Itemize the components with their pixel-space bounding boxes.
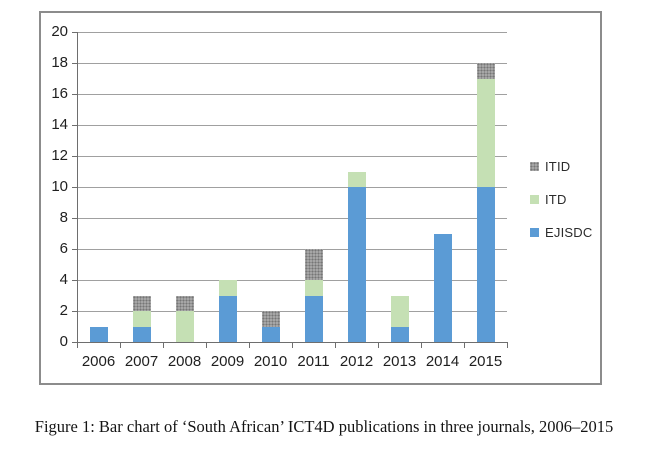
x-tick-0 xyxy=(77,342,78,348)
y-tick-label-14: 14 xyxy=(51,116,68,133)
x-tick-10 xyxy=(507,342,508,348)
gridline-4 xyxy=(77,280,507,281)
bar-segment-itd-2008 xyxy=(176,311,194,342)
y-tick-label-4: 4 xyxy=(59,271,68,288)
y-tick-label-0: 0 xyxy=(59,333,68,350)
legend-swatch-itid xyxy=(530,162,539,171)
y-tick-10 xyxy=(72,187,77,188)
y-tick-label-2: 2 xyxy=(59,302,68,319)
bar-segment-ejisdc-2014 xyxy=(434,234,452,342)
gridline-10 xyxy=(77,187,507,188)
legend-item-ejisdc: EJISDC xyxy=(530,225,593,240)
bar-segment-itd-2013 xyxy=(391,296,409,327)
y-tick-label-20: 20 xyxy=(51,23,68,40)
legend-swatch-ejisdc xyxy=(530,228,539,237)
bar-segment-itd-2007 xyxy=(133,311,151,327)
chart-frame: ITID ITD EJISDC 0 2 4 6 8 10 12 14 16 18 20 2006 200… xyxy=(39,11,602,385)
y-tick-4 xyxy=(72,280,77,281)
y-tick-label-12: 12 xyxy=(51,147,68,164)
legend-label-itid: ITID xyxy=(545,159,571,174)
gridline-14 xyxy=(77,125,507,126)
bar-segment-itd-2012 xyxy=(348,172,366,187)
bar-segment-ejisdc-2013 xyxy=(391,327,409,342)
gridline-20 xyxy=(77,32,507,33)
y-tick-6 xyxy=(72,249,77,250)
bar-segment-ejisdc-2009 xyxy=(219,296,237,342)
legend-item-itd: ITD xyxy=(530,192,592,207)
legend-label-ejisdc: EJISDC xyxy=(545,225,593,240)
bar-segment-itid-2011 xyxy=(305,249,323,280)
y-tick-label-10: 10 xyxy=(51,178,68,195)
y-tick-12 xyxy=(72,156,77,157)
legend-swatch-itd xyxy=(530,195,539,204)
x-tick-label-2006: 2006 xyxy=(81,353,116,370)
y-tick-0 xyxy=(72,342,77,343)
gridline-18 xyxy=(77,63,507,64)
x-tick-9 xyxy=(464,342,465,348)
x-tick-5 xyxy=(292,342,293,348)
x-tick-label-2015: 2015 xyxy=(468,353,503,370)
x-tick-label-2014: 2014 xyxy=(425,353,460,370)
y-tick-label-6: 6 xyxy=(59,240,68,257)
bar-segment-ejisdc-2011 xyxy=(305,296,323,342)
gridline-8 xyxy=(77,218,507,219)
bar-segment-itid-2007 xyxy=(133,296,151,311)
x-tick-4 xyxy=(249,342,250,348)
bar-segment-ejisdc-2007 xyxy=(133,327,151,342)
bar-segment-itd-2009 xyxy=(219,280,237,296)
bar-segment-ejisdc-2010 xyxy=(262,327,280,342)
legend-label-itd: ITD xyxy=(545,192,567,207)
gridline-2 xyxy=(77,311,507,312)
x-tick-label-2013: 2013 xyxy=(382,353,417,370)
y-tick-16 xyxy=(72,94,77,95)
y-tick-2 xyxy=(72,311,77,312)
gridline-12 xyxy=(77,156,507,157)
y-tick-label-8: 8 xyxy=(59,209,68,226)
bar-segment-itd-2011 xyxy=(305,280,323,296)
x-tick-label-2012: 2012 xyxy=(339,353,374,370)
bar-segment-itid-2010 xyxy=(262,311,280,327)
legend-item-itid: ITID xyxy=(530,159,592,174)
gridline-6 xyxy=(77,249,507,250)
y-tick-8 xyxy=(72,218,77,219)
bar-segment-itid-2008 xyxy=(176,296,194,311)
bar-segment-ejisdc-2015 xyxy=(477,187,495,342)
x-tick-7 xyxy=(378,342,379,348)
bar-segment-ejisdc-2012 xyxy=(348,187,366,342)
x-tick-label-2009: 2009 xyxy=(210,353,245,370)
y-tick-18 xyxy=(72,63,77,64)
x-tick-label-2008: 2008 xyxy=(167,353,202,370)
gridline-16 xyxy=(77,94,507,95)
bar-segment-itid-2015 xyxy=(477,63,495,79)
legend: ITID ITD EJISDC xyxy=(530,159,593,259)
y-tick-label-18: 18 xyxy=(51,54,68,71)
x-tick-8 xyxy=(421,342,422,348)
x-tick-1 xyxy=(120,342,121,348)
bar-segment-itd-2015 xyxy=(477,79,495,187)
y-tick-14 xyxy=(72,125,77,126)
x-tick-6 xyxy=(335,342,336,348)
x-tick-label-2011: 2011 xyxy=(297,353,330,370)
y-tick-label-16: 16 xyxy=(51,85,68,102)
x-tick-label-2010: 2010 xyxy=(253,353,288,370)
figure-caption: Figure 1: Bar chart of ‘South African’ I… xyxy=(34,417,614,436)
x-tick-3 xyxy=(206,342,207,348)
y-tick-20 xyxy=(72,32,77,33)
x-tick-label-2007: 2007 xyxy=(124,353,159,370)
y-axis-line xyxy=(77,32,78,343)
x-tick-2 xyxy=(163,342,164,348)
bar-segment-ejisdc-2006 xyxy=(90,327,108,342)
